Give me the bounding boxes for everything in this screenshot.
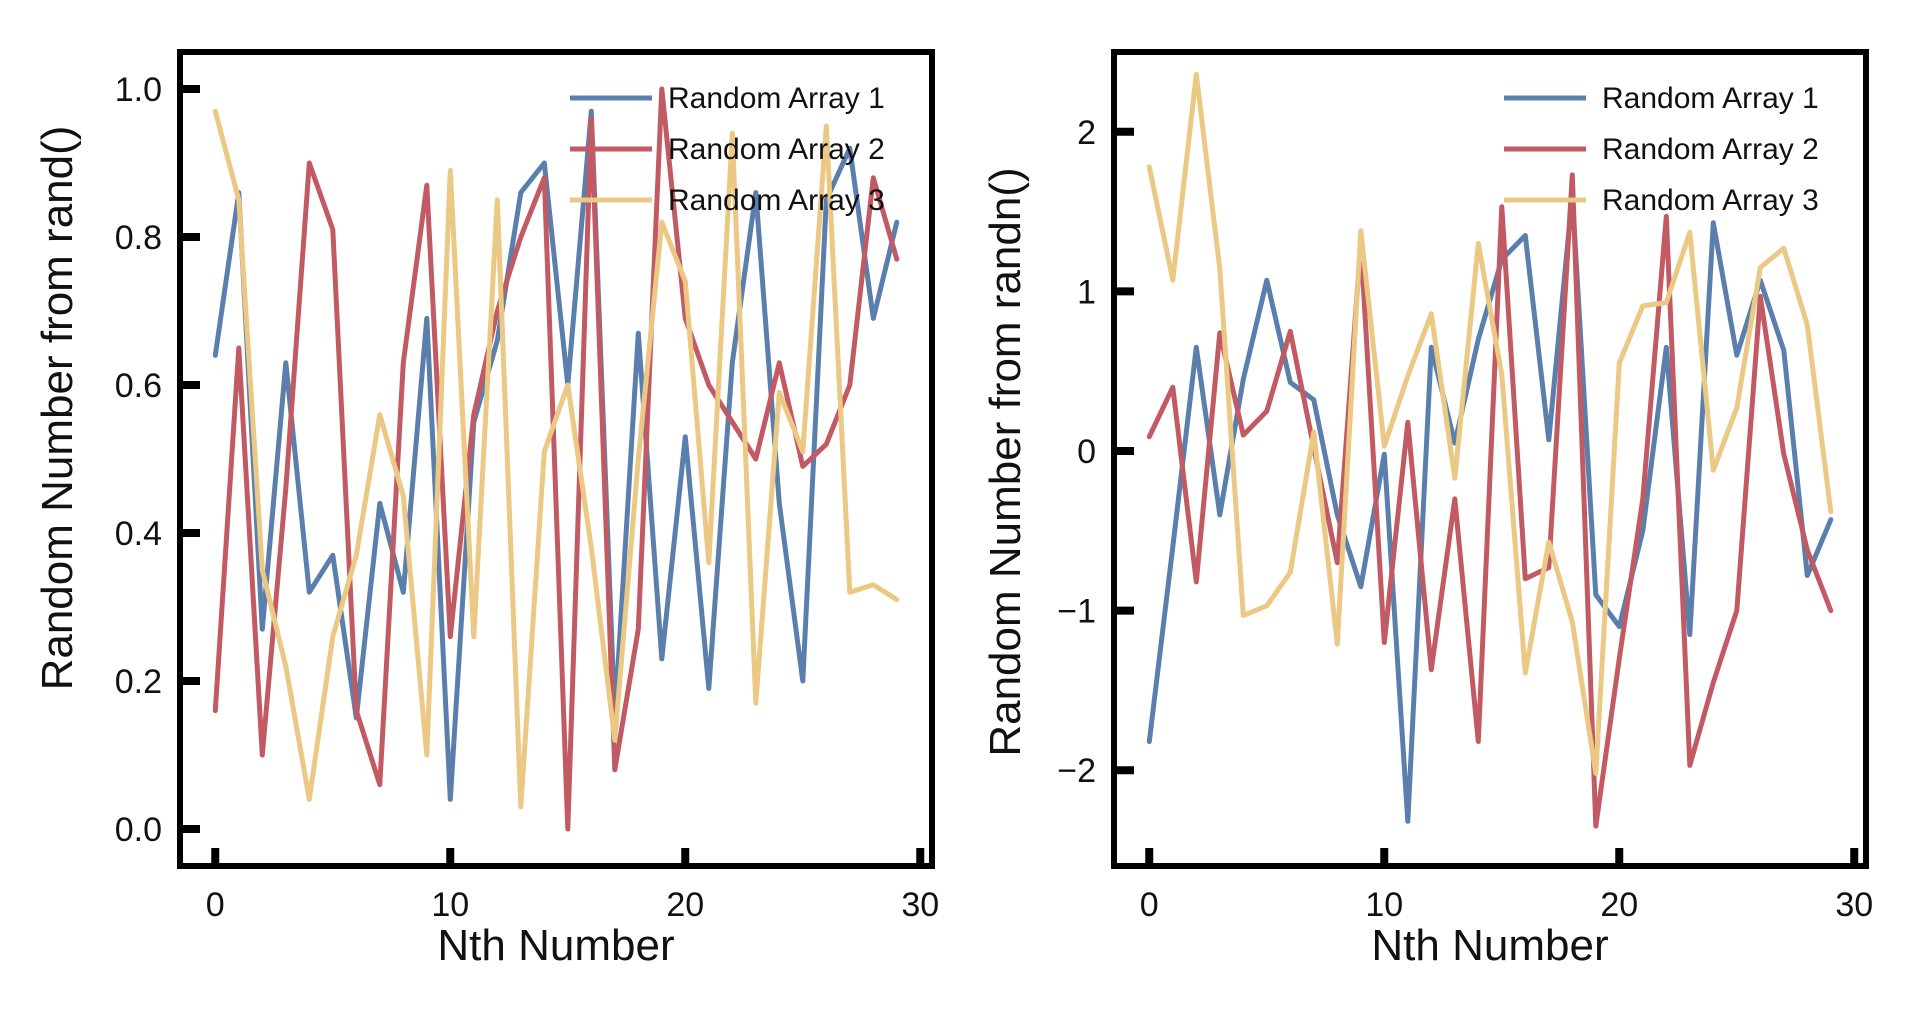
y-tick-label: −1: [1057, 593, 1096, 631]
series-line-3: [212, 108, 900, 810]
plot-frame: [1111, 49, 1869, 869]
legend-label-3: Random Array 3: [668, 184, 885, 217]
legend: Random Array 1 Random Array 2 Random Array…: [1504, 82, 1819, 217]
legend-label-3: Random Array 3: [1602, 184, 1819, 217]
y-tick-label: 0.8: [115, 219, 162, 257]
left-chart-rand: 0.0 0.2 0.4 0.6 0.8 1.0 0 10 20 30 Nth Number Rando…: [33, 49, 939, 970]
x-tick-label: 0: [206, 886, 225, 924]
y-tick-label: 0.4: [115, 515, 162, 553]
y-tick-label: 2: [1077, 114, 1096, 152]
legend-label-1: Random Array 1: [1602, 82, 1819, 115]
legend: Random Array 1 Random Array 2 Random Array…: [570, 82, 885, 217]
y-tick-label: 0.2: [115, 663, 162, 701]
legend-label-2: Random Array 2: [668, 133, 885, 166]
x-axis-label: Nth Number: [437, 921, 674, 970]
x-tick-label: 30: [901, 886, 939, 924]
y-tick-label: 0.6: [115, 367, 162, 405]
y-tick-label: −2: [1057, 752, 1096, 790]
y-tick-label: 1.0: [115, 71, 162, 109]
y-tick-label: 0: [1077, 433, 1096, 471]
legend-label-2: Random Array 2: [1602, 133, 1819, 166]
x-tick-label: 10: [1365, 886, 1403, 924]
x-tick-label: 20: [1600, 886, 1638, 924]
y-axis-label: Random Number from rand(): [33, 126, 82, 691]
y-axis-label: Random Number from randn(): [981, 167, 1030, 756]
x-tick-label: 10: [431, 886, 469, 924]
series-line-2: [1146, 172, 1834, 829]
x-tick-label: 30: [1835, 886, 1873, 924]
y-tick-label: 1: [1077, 273, 1096, 311]
y-tick-label: 0.0: [115, 811, 162, 849]
x-tick-label: 0: [1140, 886, 1159, 924]
series-line-1: [212, 108, 900, 802]
series-line-3: [1146, 71, 1834, 776]
legend-label-1: Random Array 1: [668, 82, 885, 115]
series-line-2: [212, 86, 900, 832]
x-axis-label: Nth Number: [1371, 921, 1608, 970]
x-tick-label: 20: [666, 886, 704, 924]
plot-frame: [177, 49, 935, 869]
